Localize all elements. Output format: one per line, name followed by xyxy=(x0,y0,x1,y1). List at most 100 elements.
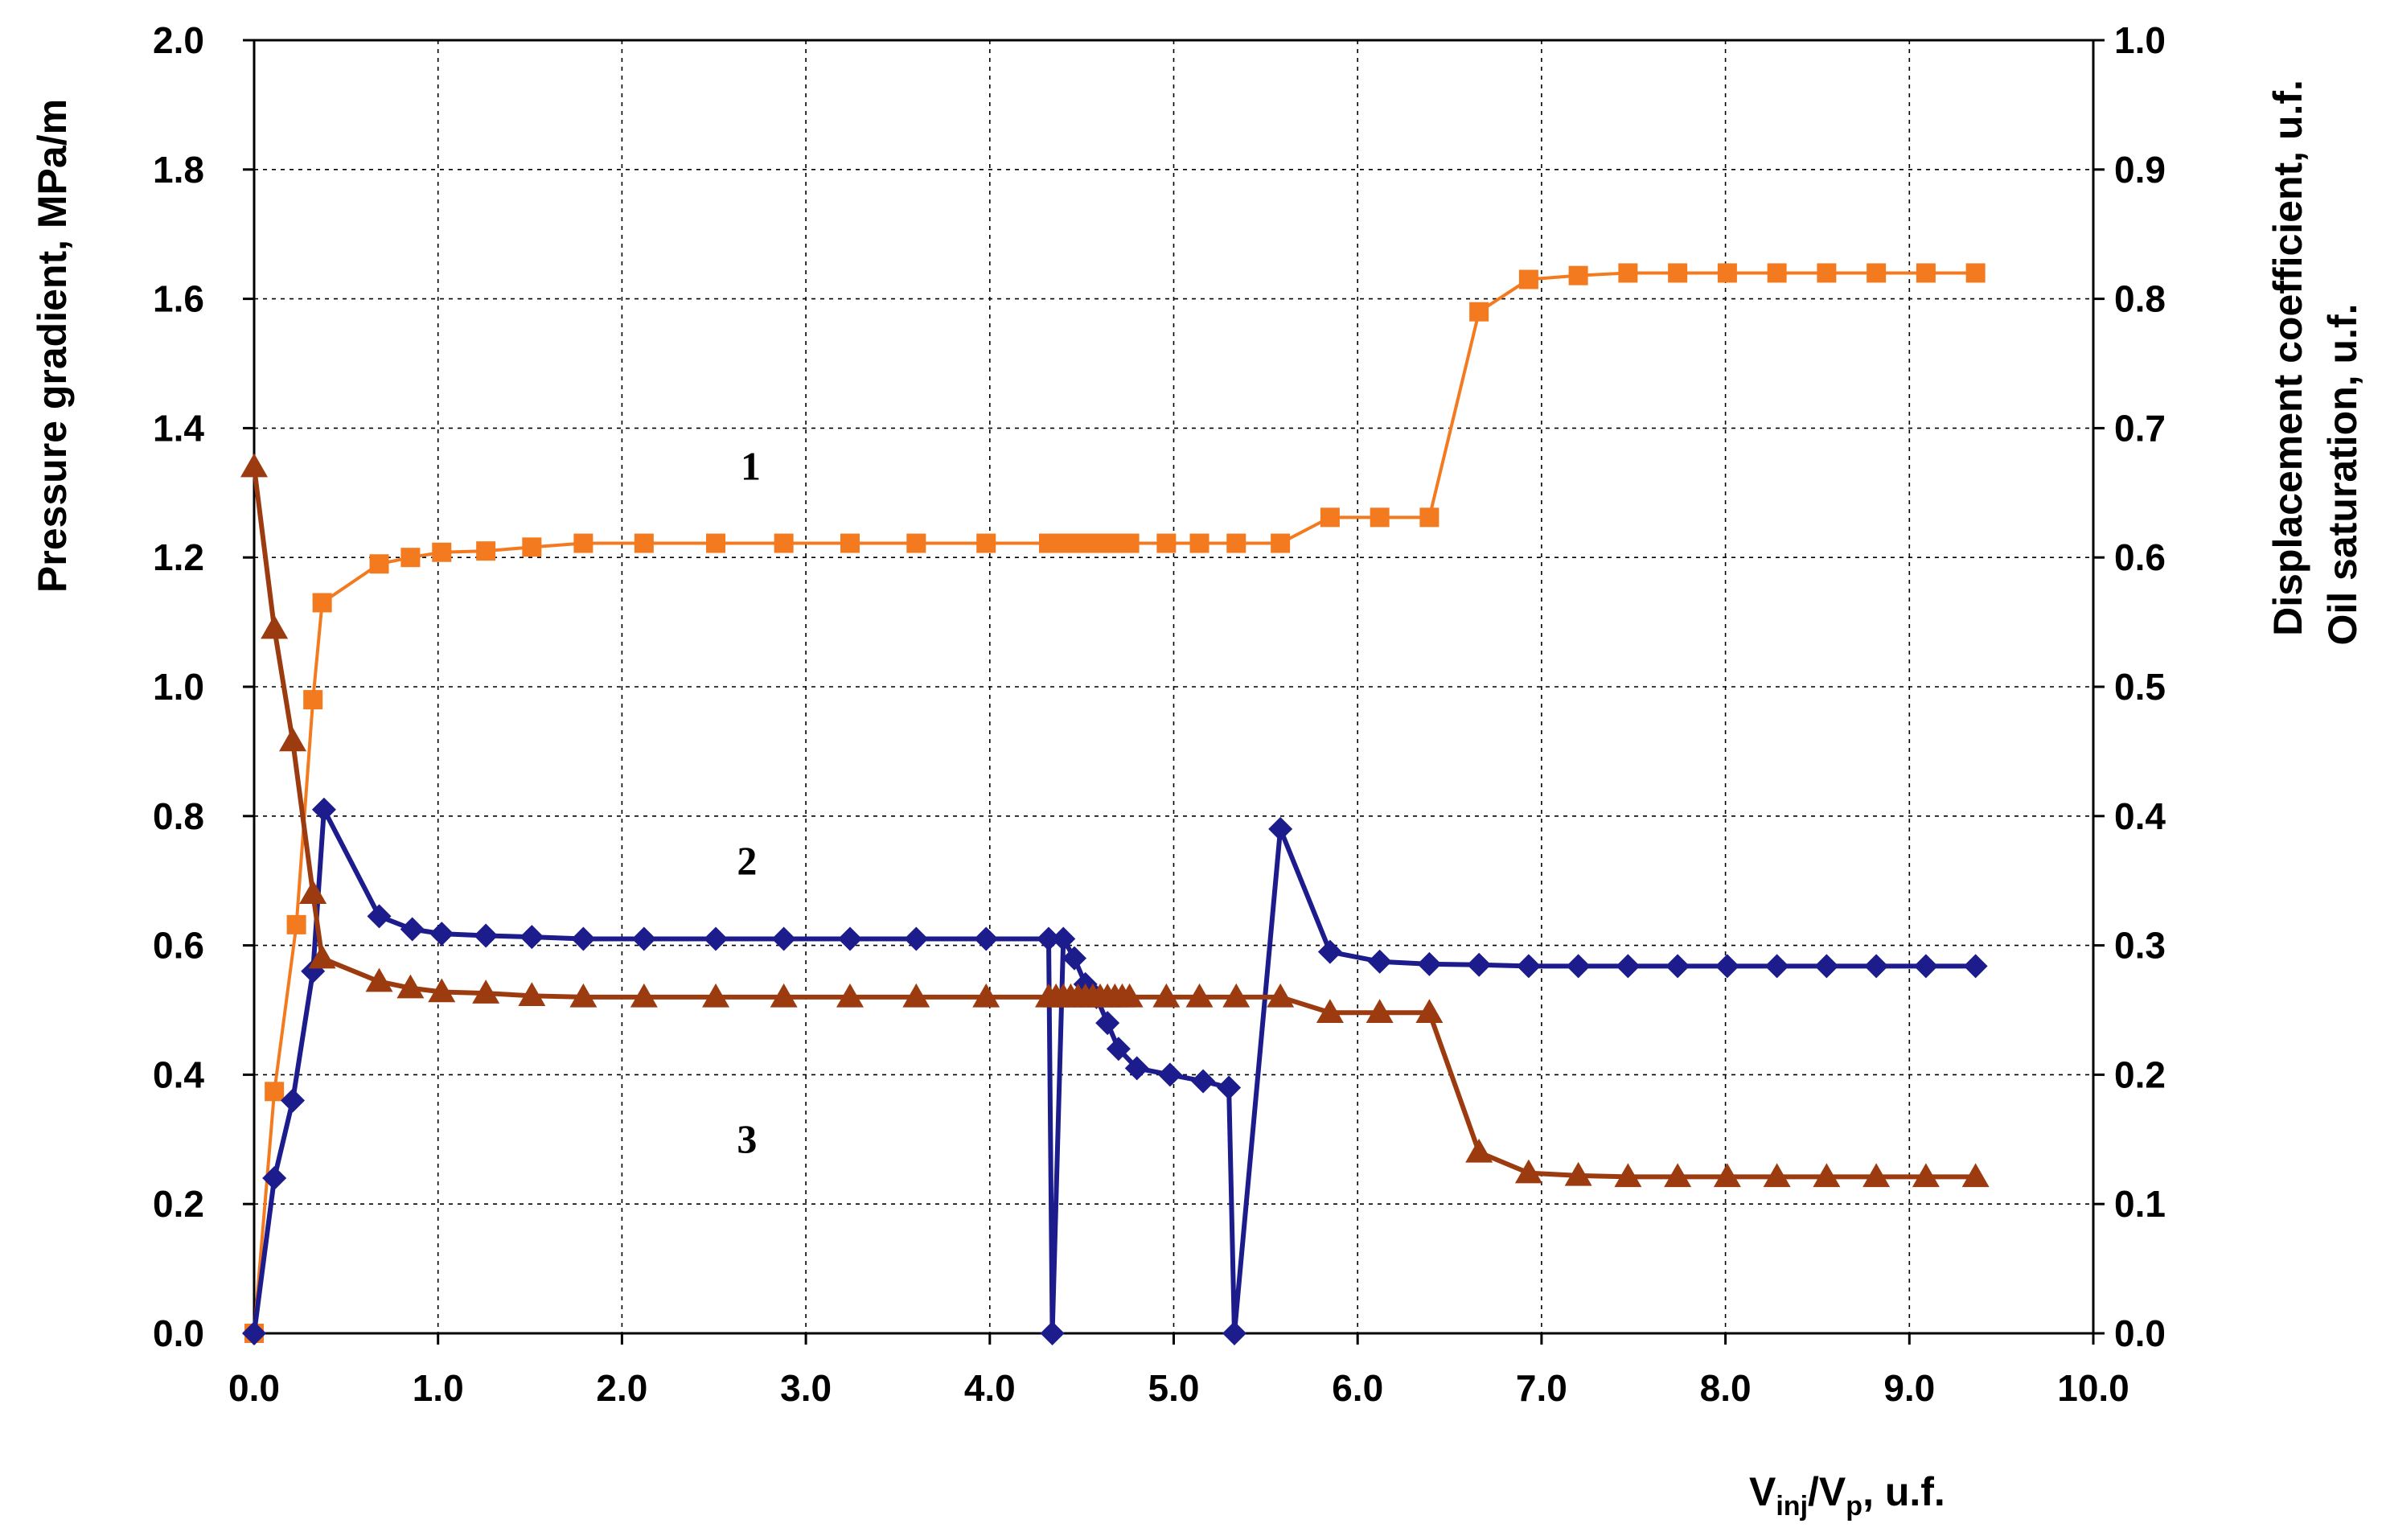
series-point-3 xyxy=(630,983,658,1008)
series-point-1 xyxy=(312,593,332,613)
series-point-2 xyxy=(1665,954,1690,979)
y-right-tick-label: 0.1 xyxy=(2114,1183,2166,1225)
y-left-tick-label: 1.8 xyxy=(153,149,204,191)
series-point-1 xyxy=(774,533,794,553)
series-point-3 xyxy=(1267,983,1295,1008)
series-point-2 xyxy=(1516,954,1541,979)
series-point-1 xyxy=(1119,533,1140,553)
series-point-3 xyxy=(1763,1163,1791,1188)
series-point-3 xyxy=(1912,1163,1940,1188)
y-right-tick-label: 0.6 xyxy=(2114,536,2166,578)
series-point-3 xyxy=(1152,983,1181,1008)
series-point-3 xyxy=(1961,1163,1990,1188)
series-point-3 xyxy=(1862,1163,1891,1188)
series-point-2 xyxy=(281,1088,306,1113)
series-point-1 xyxy=(1271,533,1291,553)
series-point-1 xyxy=(1469,302,1489,322)
series xyxy=(240,263,1990,1345)
series-point-2 xyxy=(1317,939,1342,964)
series-point-3 xyxy=(1664,1163,1692,1188)
series-point-2 xyxy=(1217,1075,1242,1100)
series-point-3 xyxy=(396,974,425,999)
series-point-3 xyxy=(472,979,500,1004)
series-point-3 xyxy=(518,982,546,1007)
y-right-axis-ticks: 0.0 0.1 0.2 0.3 0.4 0.5 0.6 0.7 0.8 0.9 1.0 xyxy=(2093,19,2166,1354)
series-point-3 xyxy=(1564,1161,1592,1186)
series-point-2 xyxy=(1913,954,1938,979)
x-axis-title-sub1: inj xyxy=(1776,1491,1808,1522)
x-axis-ticks: 0.0 1.0 2.0 3.0 4.0 5.0 6.0 7.0 8.0 9.0 10.0 xyxy=(228,1333,2129,1409)
y-left-tick-label: 2.0 xyxy=(153,19,204,61)
x-tick-label: 0.0 xyxy=(228,1367,280,1409)
series-point-3 xyxy=(299,880,327,905)
series-point-1 xyxy=(1226,533,1246,553)
series-point-1 xyxy=(976,533,996,553)
series-point-1 xyxy=(1568,265,1588,285)
y-left-tick-label: 1.0 xyxy=(153,666,204,708)
series-point-1 xyxy=(286,914,306,934)
series-point-3 xyxy=(308,944,336,969)
y-left-tick-label: 0.4 xyxy=(153,1053,204,1095)
y-right-tick-label: 0.5 xyxy=(2114,666,2166,708)
curve-number-label: 1 xyxy=(741,444,761,489)
x-tick-label: 4.0 xyxy=(964,1367,1016,1409)
y-left-tick-label: 1.2 xyxy=(153,536,204,578)
series-point-2 xyxy=(1062,946,1087,971)
series-point-3 xyxy=(836,983,864,1008)
series-point-1 xyxy=(1916,263,1936,283)
y-right-tick-label: 0.9 xyxy=(2114,149,2166,191)
series-point-2 xyxy=(1764,954,1789,979)
curve-annotations: 1 2 3 xyxy=(737,444,761,1161)
x-axis-title-main: V xyxy=(1749,1469,1776,1514)
series-point-1 xyxy=(1717,263,1737,283)
series-point-2 xyxy=(242,1321,266,1345)
series-point-3 xyxy=(1115,983,1144,1008)
series-point-1 xyxy=(1767,263,1787,283)
series-point-3 xyxy=(1813,1163,1841,1188)
series-point-3 xyxy=(1415,999,1444,1023)
series-point-3 xyxy=(1614,1163,1642,1188)
y-left-tick-label: 0.0 xyxy=(153,1312,204,1354)
series-point-1 xyxy=(634,533,654,553)
series-point-2 xyxy=(1222,1321,1246,1345)
series-point-1 xyxy=(432,542,452,562)
series-point-2 xyxy=(771,926,796,951)
series-point-1 xyxy=(706,533,726,553)
series-point-2 xyxy=(704,926,729,951)
series-point-1 xyxy=(573,533,593,553)
y-right-tick-label: 0.8 xyxy=(2114,278,2166,320)
series-point-1 xyxy=(840,533,860,553)
x-tick-label: 1.0 xyxy=(413,1367,464,1409)
series-point-1 xyxy=(1320,507,1340,528)
series-point-1 xyxy=(1370,507,1390,528)
curve-number-label: 2 xyxy=(737,838,757,883)
series-point-3 xyxy=(1465,1138,1493,1163)
series-point-2 xyxy=(1616,954,1641,979)
series-point-3 xyxy=(1514,1159,1542,1184)
series-point-2 xyxy=(520,925,544,950)
y-right-tick-label: 0.3 xyxy=(2114,925,2166,967)
series-point-2 xyxy=(429,922,454,947)
series-point-3 xyxy=(902,983,930,1008)
series-point-2 xyxy=(367,904,392,929)
series-line-3 xyxy=(252,466,1976,1180)
x-tick-label: 7.0 xyxy=(1516,1367,1567,1409)
series-point-2 xyxy=(1467,952,1492,977)
series-point-1 xyxy=(1668,263,1688,283)
y-left-tick-label: 0.2 xyxy=(153,1183,204,1225)
series-point-1 xyxy=(1419,507,1439,528)
series-point-2 xyxy=(1715,954,1739,979)
series-3 xyxy=(240,453,1990,1188)
x-tick-label: 5.0 xyxy=(1148,1367,1200,1409)
series-point-3 xyxy=(569,983,598,1008)
y-left-tick-label: 0.8 xyxy=(153,795,204,837)
x-tick-label: 9.0 xyxy=(1883,1367,1935,1409)
series-line-1 xyxy=(253,271,1976,1334)
x-axis-title-tail: , u.f. xyxy=(1862,1469,1945,1514)
y-left-tick-label: 1.4 xyxy=(153,407,204,449)
x-tick-label: 2.0 xyxy=(596,1367,647,1409)
series-point-2 xyxy=(474,923,499,948)
series-point-3 xyxy=(1713,1163,1741,1188)
y-left-axis-ticks: 0.0 0.2 0.4 0.6 0.8 1.0 1.2 1.4 1.6 1.8 2.0 xyxy=(153,19,254,1354)
